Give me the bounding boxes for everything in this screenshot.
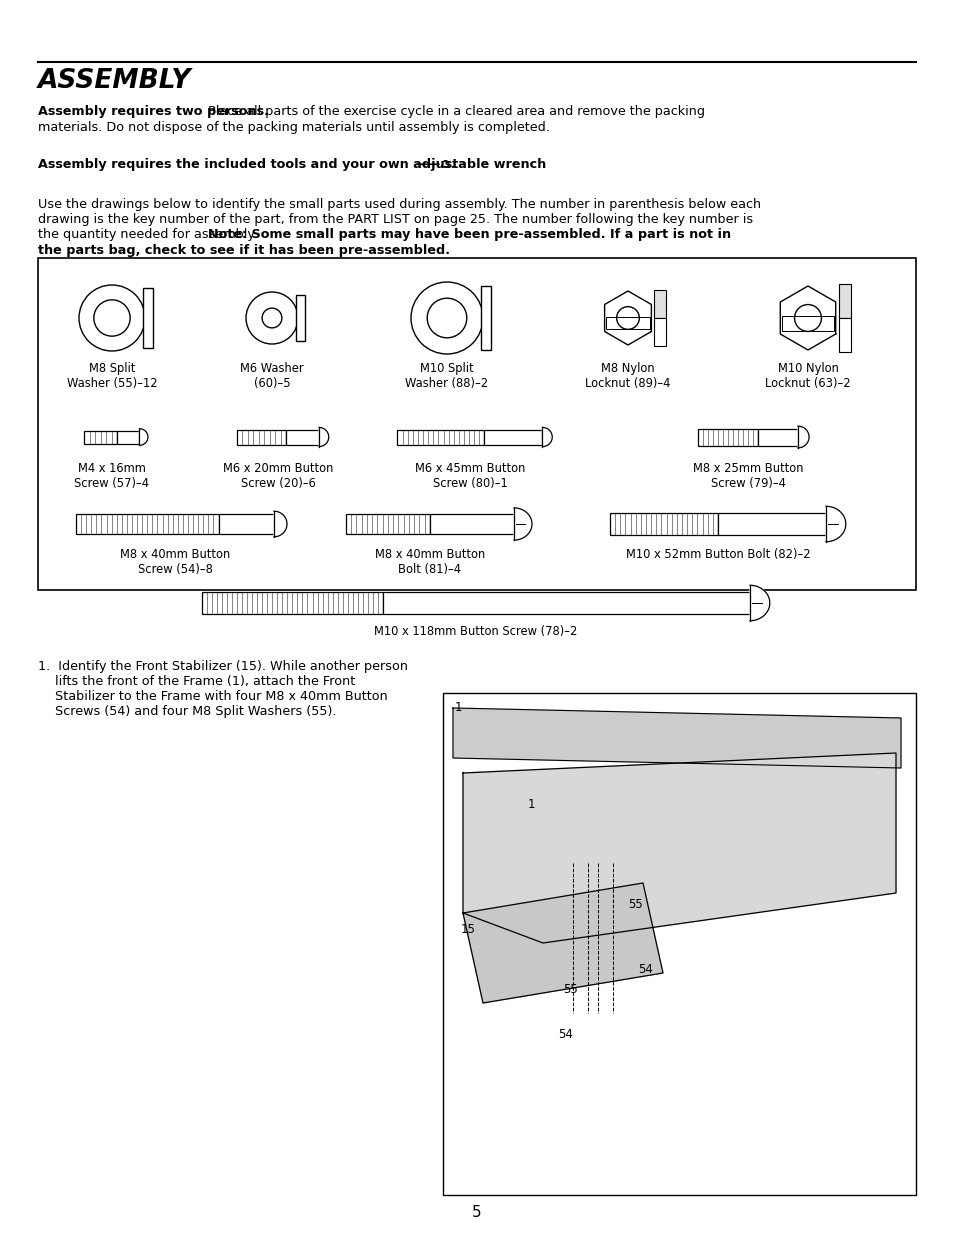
Polygon shape [462, 883, 662, 1003]
Bar [143, 288, 152, 348]
Text: M6 Washer
(60)–5: M6 Washer (60)–5 [240, 362, 303, 390]
Bar [397, 430, 484, 445]
Text: 5: 5 [472, 1205, 481, 1220]
Bar [758, 429, 797, 446]
Text: 55: 55 [627, 898, 642, 911]
Polygon shape [542, 427, 552, 447]
Text: M6 x 45mm Button
Screw (80)–1: M6 x 45mm Button Screw (80)–1 [415, 462, 525, 490]
Text: M8 Split
Washer (55)–12: M8 Split Washer (55)–12 [67, 362, 157, 390]
Bar [442, 693, 915, 1195]
Text: M6 x 20mm Button
Screw (20)–6: M6 x 20mm Button Screw (20)–6 [223, 462, 333, 490]
Text: M10 x 52mm Button Bolt (82)–2: M10 x 52mm Button Bolt (82)–2 [625, 548, 809, 561]
Bar [76, 514, 218, 534]
Text: M10 x 118mm Button Screw (78)–2: M10 x 118mm Button Screw (78)–2 [374, 625, 578, 638]
Text: materials. Do not dispose of the packing materials until assembly is completed.: materials. Do not dispose of the packing… [38, 121, 549, 135]
Text: 1: 1 [455, 701, 462, 714]
Bar [295, 295, 305, 341]
Polygon shape [825, 506, 845, 542]
Bar [236, 430, 286, 445]
Text: drawing is the key number of the part, from the PART LIST on page 25. The number: drawing is the key number of the part, f… [38, 212, 752, 226]
Text: 54: 54 [638, 963, 652, 976]
Text: M8 Nylon
Locknut (89)–4: M8 Nylon Locknut (89)–4 [585, 362, 670, 390]
Text: M4 x 16mm
Screw (57)–4: M4 x 16mm Screw (57)–4 [74, 462, 150, 490]
Text: lifts the front of the Frame (1), attach the Front: lifts the front of the Frame (1), attach… [55, 676, 355, 688]
Text: M10 Split
Washer (88)–2: M10 Split Washer (88)–2 [405, 362, 488, 390]
Text: Screws (54) and four M8 Split Washers (55).: Screws (54) and four M8 Split Washers (5… [55, 705, 336, 718]
Text: ——➲.: ——➲. [416, 158, 456, 170]
Bar [698, 429, 758, 446]
Polygon shape [453, 708, 900, 768]
Polygon shape [274, 511, 287, 537]
Bar [382, 592, 749, 614]
Bar [718, 513, 825, 535]
Text: Assembly requires the included tools and your own adjustable wrench: Assembly requires the included tools and… [38, 158, 546, 170]
Bar [286, 430, 318, 445]
Bar [781, 316, 833, 331]
Polygon shape [514, 508, 532, 540]
Text: Place all parts of the exercise cycle in a cleared area and remove the packing: Place all parts of the exercise cycle in… [204, 105, 705, 119]
Text: Assembly requires two persons.: Assembly requires two persons. [38, 105, 269, 119]
Bar [838, 317, 850, 352]
Polygon shape [462, 753, 895, 944]
Bar [346, 514, 430, 534]
Polygon shape [749, 585, 769, 621]
Text: ASSEMBLY: ASSEMBLY [38, 68, 192, 94]
Text: Use the drawings below to identify the small parts used during assembly. The num: Use the drawings below to identify the s… [38, 198, 760, 211]
Polygon shape [797, 426, 808, 448]
Text: M8 x 25mm Button
Screw (79)–4: M8 x 25mm Button Screw (79)–4 [692, 462, 802, 490]
Text: 15: 15 [460, 923, 476, 936]
Text: M10 Nylon
Locknut (63)–2: M10 Nylon Locknut (63)–2 [764, 362, 850, 390]
Bar [218, 514, 274, 534]
Bar [654, 317, 665, 346]
Text: M8 x 40mm Button
Bolt (81)–4: M8 x 40mm Button Bolt (81)–4 [375, 548, 485, 576]
Text: the parts bag, check to see if it has been pre-assembled.: the parts bag, check to see if it has be… [38, 245, 450, 257]
Text: 1.  Identify the Front Stabilizer (15). While another person: 1. Identify the Front Stabilizer (15). W… [38, 659, 408, 673]
Bar [484, 430, 542, 445]
Text: the quantity needed for assembly.: the quantity needed for assembly. [38, 228, 261, 241]
Bar [609, 513, 718, 535]
Bar [654, 290, 665, 317]
Bar [38, 258, 915, 590]
Text: Note: Some small parts may have been pre-assembled. If a part is not in: Note: Some small parts may have been pre… [208, 228, 730, 241]
Bar [480, 285, 491, 351]
Text: M8 x 40mm Button
Screw (54)–8: M8 x 40mm Button Screw (54)–8 [120, 548, 230, 576]
Text: 54: 54 [558, 1028, 572, 1041]
Bar [606, 316, 649, 329]
Text: Stabilizer to the Frame with four M8 x 40mm Button: Stabilizer to the Frame with four M8 x 4… [55, 690, 387, 703]
Polygon shape [139, 429, 148, 446]
Text: 1: 1 [527, 798, 535, 811]
Text: 55: 55 [562, 983, 578, 995]
Bar [838, 284, 850, 317]
Bar [85, 431, 117, 443]
Bar [202, 592, 382, 614]
Bar [117, 431, 139, 443]
Polygon shape [318, 427, 329, 447]
Bar [430, 514, 514, 534]
